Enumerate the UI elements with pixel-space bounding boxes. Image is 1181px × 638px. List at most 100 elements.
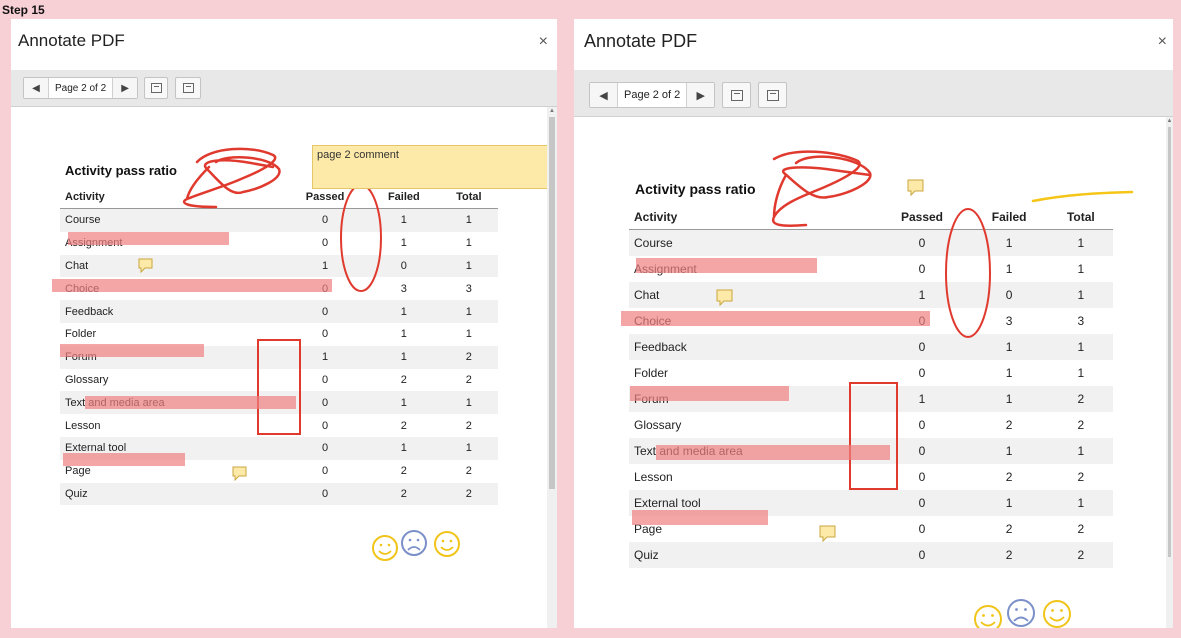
arrow-right-icon[interactable]: ▶	[687, 83, 715, 107]
scroll-up-icon[interactable]: ▲	[549, 108, 555, 114]
highlight-annotation[interactable]	[68, 232, 229, 245]
arrow-left-icon[interactable]: ◀	[590, 83, 617, 107]
close-icon[interactable]: ×	[1157, 33, 1167, 50]
table-cell: Feedback	[60, 300, 283, 323]
column-header: Failed	[368, 186, 440, 209]
table-cell: 1	[1048, 229, 1113, 256]
smiley-icon[interactable]	[1043, 600, 1071, 628]
annotate-dialog-right: Annotate PDF × ◀ Page 2 of 2 ▶ Activity …	[574, 19, 1173, 628]
table-cell: 3	[465, 282, 472, 295]
activity-table: Activity Passed Failed Total Course011As…	[60, 186, 498, 506]
smiley-icon[interactable]	[434, 531, 460, 557]
comment-icon[interactable]	[138, 258, 153, 274]
scrollbar-thumb[interactable]	[1168, 127, 1171, 557]
table-cell: 2	[400, 373, 407, 386]
highlight-annotation[interactable]	[630, 386, 789, 401]
fit-page-icon	[150, 83, 162, 93]
table-cell: 0	[874, 490, 970, 516]
table-row: Feedback 0 1 1	[60, 300, 498, 323]
smiley-icon[interactable]	[974, 605, 1002, 628]
table-cell: 3	[1077, 314, 1085, 328]
table-cell: 1	[969, 334, 1049, 360]
dialog-titlebar: Annotate PDF ×	[11, 19, 557, 70]
vertical-scrollbar[interactable]: ▲	[547, 107, 557, 628]
table-cell: 0	[874, 438, 970, 464]
dialog-titlebar: Annotate PDF ×	[574, 19, 1173, 70]
page-navigation: ◀ Page 2 of 2 ▶	[589, 82, 716, 108]
table-cell: Lesson	[65, 419, 101, 432]
yellow-pen-annotation[interactable]	[1031, 190, 1134, 203]
pdf-viewer[interactable]: Activity pass ratio Activity Passed Fail…	[11, 107, 557, 628]
table-cell: 1	[969, 386, 1049, 412]
table-body: Course011Assignment011Chat101Choice033Fe…	[60, 208, 498, 506]
table-cell: 0	[321, 465, 329, 478]
table-cell: 1	[439, 208, 498, 232]
comment-icon[interactable]	[907, 179, 924, 197]
table-cell: 2	[1048, 386, 1113, 412]
table-cell: 2	[439, 482, 498, 506]
table-row: Page 0 2 2	[629, 516, 1113, 542]
arrow-left-icon[interactable]: ◀	[24, 78, 48, 98]
close-icon[interactable]: ×	[538, 33, 548, 50]
pen-ellipse-annotation[interactable]	[945, 208, 991, 338]
table-cell: 1	[465, 328, 472, 341]
document-title: Activity pass ratio	[635, 181, 756, 197]
table-row: Feedback 0 1 1	[629, 334, 1113, 360]
table-cell: 0	[282, 482, 369, 506]
highlight-annotation[interactable]	[656, 445, 890, 460]
table-cell: 2	[1077, 522, 1085, 536]
smiley-icon[interactable]	[372, 535, 398, 561]
vertical-scrollbar[interactable]: ▲	[1166, 117, 1173, 628]
table-row: Glossary 0 2 2	[629, 412, 1113, 438]
column-header: Activity	[629, 205, 875, 230]
table-cell: 1	[1048, 282, 1113, 308]
highlight-annotation[interactable]	[63, 453, 185, 466]
fit-page-button[interactable]	[144, 77, 168, 99]
table-cell: 0	[321, 419, 329, 432]
table-cell: 1	[1048, 490, 1113, 516]
fit-page-button[interactable]	[722, 82, 751, 108]
table-cell: Course	[60, 208, 283, 232]
table-cell: 2	[400, 419, 407, 432]
table-cell: 0	[918, 418, 926, 432]
pen-rectangle-annotation[interactable]	[849, 382, 898, 490]
column-header: Passed	[282, 186, 369, 209]
highlight-annotation[interactable]	[85, 396, 296, 409]
pdf-viewer[interactable]: Activity pass ratio Activity Passed Fail…	[574, 117, 1173, 628]
table-cell: 1	[439, 391, 498, 415]
table-cell: Quiz	[629, 542, 875, 568]
pen-rectangle-annotation[interactable]	[257, 339, 301, 435]
highlight-annotation[interactable]	[632, 510, 768, 525]
table-cell: 2	[368, 482, 440, 506]
table-cell: 0	[969, 282, 1049, 308]
table-cell: 1	[1005, 366, 1013, 380]
highlight-annotation[interactable]	[621, 311, 930, 326]
column-header: Activity	[60, 186, 283, 209]
comment-icon[interactable]	[819, 525, 836, 543]
table-row: Quiz 0 2 2	[629, 542, 1113, 568]
pen-scribble-annotation[interactable]	[182, 147, 281, 209]
table-cell: 1	[400, 328, 407, 341]
highlight-annotation[interactable]	[60, 344, 204, 357]
arrow-right-icon[interactable]: ▶	[113, 78, 138, 98]
highlight-annotation[interactable]	[636, 258, 817, 273]
scrollbar-thumb[interactable]	[549, 117, 555, 489]
sticky-note-comment[interactable]: page 2 comment	[312, 145, 552, 189]
frown-icon[interactable]	[401, 530, 427, 556]
table-cell: 1	[969, 438, 1049, 464]
fit-width-button[interactable]	[758, 82, 787, 108]
table-row: Chat 1 0 1	[60, 254, 498, 278]
comment-icon[interactable]	[232, 466, 247, 482]
document-title: Activity pass ratio	[65, 163, 177, 178]
table-header-row: Activity Passed Failed Total	[629, 205, 1113, 230]
fit-width-button[interactable]	[175, 77, 201, 99]
frown-icon[interactable]	[1007, 599, 1035, 627]
table-cell: 1	[439, 254, 498, 278]
highlight-annotation[interactable]	[52, 279, 332, 292]
table-cell: 0	[874, 542, 970, 568]
pen-scribble-annotation[interactable]	[771, 150, 872, 227]
table-cell: 1	[368, 300, 440, 323]
table-row: Chat 1 0 1	[629, 282, 1113, 308]
comment-icon[interactable]	[716, 289, 733, 307]
scroll-up-icon[interactable]: ▲	[1166, 118, 1173, 124]
